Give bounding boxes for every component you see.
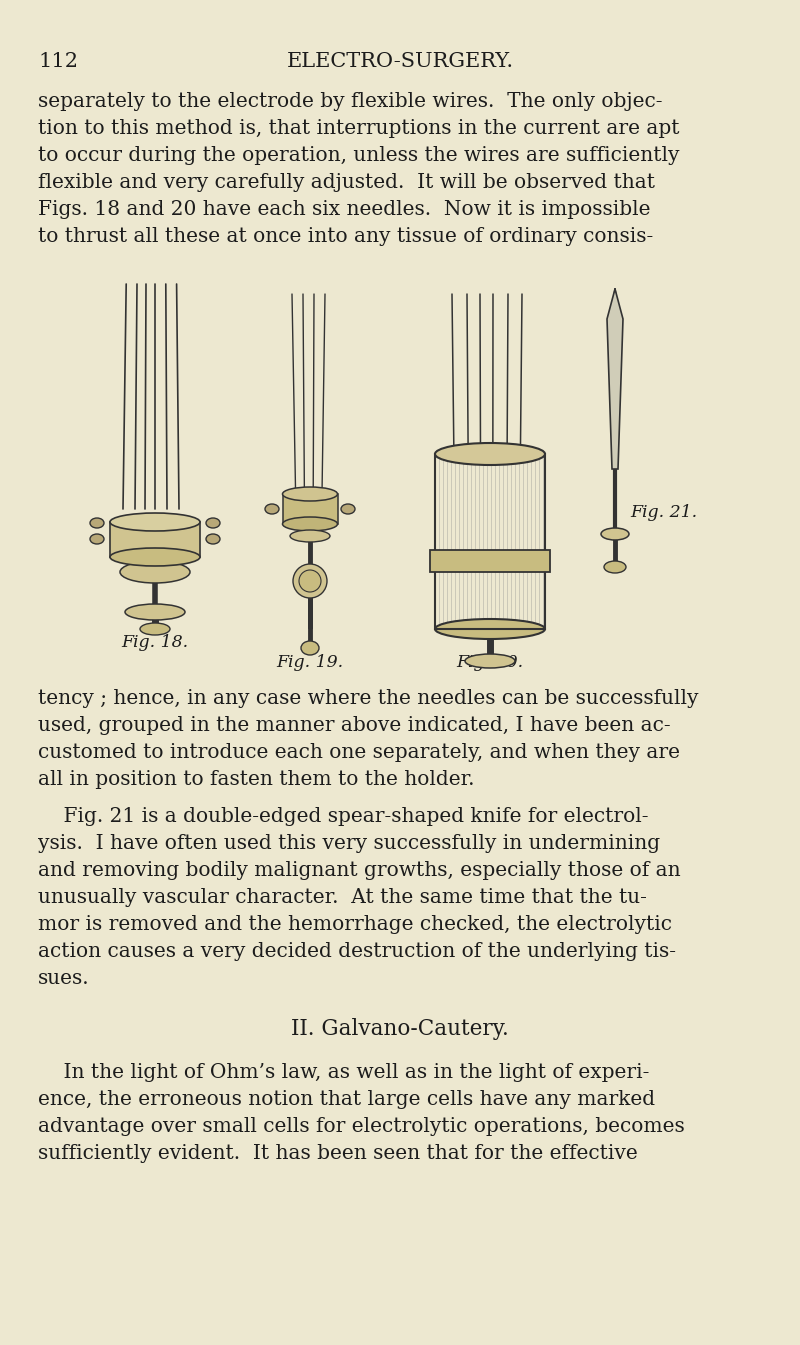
Ellipse shape	[604, 561, 626, 573]
Text: used, grouped in the manner above indicated, I have been ac-: used, grouped in the manner above indica…	[38, 716, 670, 734]
Ellipse shape	[206, 534, 220, 543]
Text: advantage over small cells for electrolytic operations, becomes: advantage over small cells for electroly…	[38, 1116, 685, 1137]
Text: unusually vascular character.  At the same time that the tu-: unusually vascular character. At the sam…	[38, 888, 647, 907]
Text: sufficiently evident.  It has been seen that for the effective: sufficiently evident. It has been seen t…	[38, 1145, 638, 1163]
Ellipse shape	[110, 512, 200, 531]
Text: ysis.  I have often used this very successfully in undermining: ysis. I have often used this very succes…	[38, 834, 660, 853]
Ellipse shape	[90, 518, 104, 529]
Ellipse shape	[282, 516, 338, 531]
Ellipse shape	[293, 564, 327, 599]
Text: all in position to fasten them to the holder.: all in position to fasten them to the ho…	[38, 769, 474, 790]
Ellipse shape	[282, 487, 338, 500]
Text: tency ; hence, in any case where the needles can be successfully: tency ; hence, in any case where the nee…	[38, 689, 698, 707]
Text: ence, the erroneous notion that large cells have any marked: ence, the erroneous notion that large ce…	[38, 1089, 655, 1110]
Ellipse shape	[265, 504, 279, 514]
Text: customed to introduce each one separately, and when they are: customed to introduce each one separatel…	[38, 742, 680, 763]
Text: In the light of Ohm’s law, as well as in the light of experi-: In the light of Ohm’s law, as well as in…	[38, 1063, 650, 1081]
Text: II. Galvano-Cautery.: II. Galvano-Cautery.	[291, 1018, 509, 1040]
Ellipse shape	[120, 561, 190, 582]
Ellipse shape	[90, 534, 104, 543]
Text: ELECTRO-SURGERY.: ELECTRO-SURGERY.	[286, 52, 514, 71]
Ellipse shape	[110, 547, 200, 566]
Bar	[435, 455, 545, 629]
Bar	[430, 550, 550, 572]
Bar	[110, 522, 200, 557]
Bar	[283, 494, 338, 525]
Ellipse shape	[435, 443, 545, 465]
Ellipse shape	[125, 604, 185, 620]
Ellipse shape	[206, 518, 220, 529]
Text: sues.: sues.	[38, 968, 90, 989]
Text: 112: 112	[38, 52, 78, 71]
Text: Fig. 19.: Fig. 19.	[277, 654, 343, 671]
Ellipse shape	[299, 570, 321, 592]
Text: Fig. 18.: Fig. 18.	[122, 633, 189, 651]
Text: and removing bodily malignant growths, especially those of an: and removing bodily malignant growths, e…	[38, 861, 681, 880]
Text: Figs. 18 and 20 have each six needles.  Now it is impossible: Figs. 18 and 20 have each six needles. N…	[38, 200, 650, 219]
Ellipse shape	[601, 529, 629, 539]
Text: Fig. 20.: Fig. 20.	[457, 654, 523, 671]
Ellipse shape	[435, 619, 545, 639]
Text: Fig. 21 is a double-edged spear-shaped knife for electrol-: Fig. 21 is a double-edged spear-shaped k…	[38, 807, 649, 826]
Text: to occur during the operation, unless the wires are sufficiently: to occur during the operation, unless th…	[38, 147, 679, 165]
Text: mor is removed and the hemorrhage checked, the electrolytic: mor is removed and the hemorrhage checke…	[38, 915, 672, 933]
Ellipse shape	[301, 642, 319, 655]
Ellipse shape	[140, 623, 170, 635]
Ellipse shape	[290, 530, 330, 542]
Text: tion to this method is, that interruptions in the current are apt: tion to this method is, that interruptio…	[38, 118, 679, 139]
Ellipse shape	[465, 654, 515, 668]
Text: action causes a very decided destruction of the underlying tis-: action causes a very decided destruction…	[38, 941, 676, 960]
Text: flexible and very carefully adjusted.  It will be observed that: flexible and very carefully adjusted. It…	[38, 174, 655, 192]
Ellipse shape	[341, 504, 355, 514]
Text: to thrust all these at once into any tissue of ordinary consis-: to thrust all these at once into any tis…	[38, 227, 654, 246]
Text: Fig. 21.: Fig. 21.	[630, 504, 697, 521]
Text: separately to the electrode by flexible wires.  The only objec-: separately to the electrode by flexible …	[38, 91, 662, 112]
Polygon shape	[607, 289, 623, 469]
